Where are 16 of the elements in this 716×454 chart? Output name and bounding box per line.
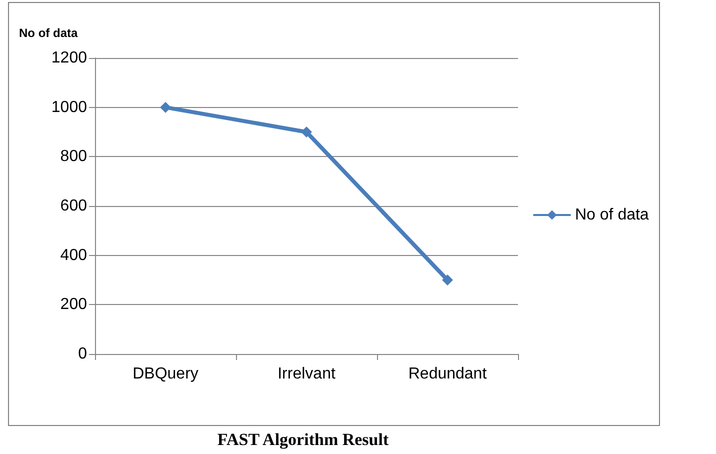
x-tick-label: DBQuery — [132, 366, 198, 382]
x-tick-label: Redundant — [408, 366, 488, 382]
point — [301, 126, 312, 138]
y-axis-title: No of data — [19, 26, 78, 40]
y-tick-label: 200 — [60, 296, 88, 314]
x-tick-label: Irrelvant — [278, 366, 336, 382]
y-tick-label: 1000 — [51, 98, 88, 116]
y-tick-label: 0 — [78, 346, 88, 362]
point — [442, 274, 453, 286]
y-tick-label: 800 — [60, 148, 88, 166]
point — [160, 102, 171, 113]
y-tick-label: 400 — [60, 246, 88, 264]
y-tick-label: 1200 — [51, 50, 88, 66]
text: FAST Algorithm Result — [216, 430, 390, 450]
legend-label: No of data — [575, 206, 649, 224]
y-tick-label: 600 — [60, 198, 88, 214]
